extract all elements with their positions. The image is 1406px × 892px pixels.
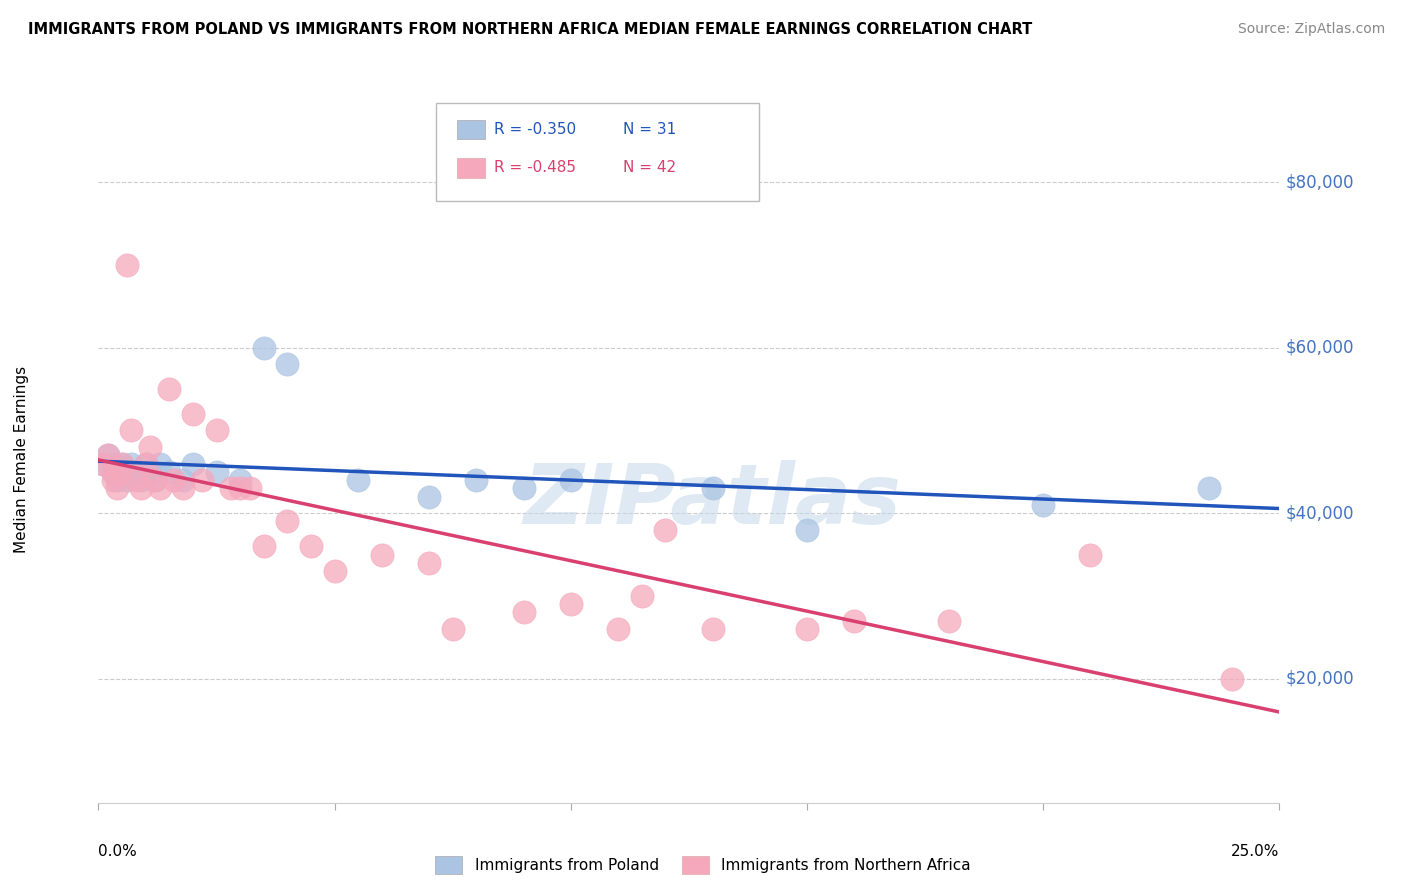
Text: Median Female Earnings: Median Female Earnings bbox=[14, 366, 30, 553]
Point bbox=[135, 457, 157, 471]
Point bbox=[219, 481, 242, 495]
Point bbox=[205, 424, 228, 438]
Point bbox=[181, 407, 204, 421]
Point bbox=[229, 473, 252, 487]
Point bbox=[1080, 548, 1102, 562]
Point bbox=[1198, 481, 1220, 495]
Point bbox=[253, 539, 276, 553]
Point bbox=[1220, 672, 1243, 686]
Point bbox=[702, 622, 724, 636]
Point bbox=[172, 481, 194, 495]
Point bbox=[101, 457, 124, 471]
Point bbox=[191, 473, 214, 487]
Text: 25.0%: 25.0% bbox=[1232, 844, 1279, 859]
Point bbox=[121, 424, 143, 438]
Point bbox=[91, 457, 114, 471]
Point bbox=[323, 564, 346, 578]
Point bbox=[97, 448, 120, 462]
Point bbox=[101, 465, 124, 479]
Point bbox=[111, 465, 134, 479]
Point bbox=[172, 473, 194, 487]
Point bbox=[149, 481, 172, 495]
Text: $60,000: $60,000 bbox=[1285, 339, 1354, 357]
Point bbox=[111, 457, 134, 471]
Point bbox=[157, 382, 180, 396]
Point bbox=[347, 473, 370, 487]
Point bbox=[512, 606, 534, 620]
Point bbox=[796, 622, 818, 636]
Point bbox=[796, 523, 818, 537]
Point bbox=[101, 465, 124, 479]
Point bbox=[143, 473, 166, 487]
Point bbox=[125, 473, 148, 487]
Text: IMMIGRANTS FROM POLAND VS IMMIGRANTS FROM NORTHERN AFRICA MEDIAN FEMALE EARNINGS: IMMIGRANTS FROM POLAND VS IMMIGRANTS FRO… bbox=[28, 22, 1032, 37]
Point bbox=[135, 457, 157, 471]
Point bbox=[129, 473, 152, 487]
Point bbox=[418, 556, 440, 570]
Text: R = -0.485: R = -0.485 bbox=[494, 161, 575, 175]
Text: N = 31: N = 31 bbox=[623, 122, 676, 136]
Point bbox=[253, 341, 276, 355]
Point bbox=[125, 465, 148, 479]
Text: $80,000: $80,000 bbox=[1285, 173, 1354, 191]
Point bbox=[654, 523, 676, 537]
Text: $20,000: $20,000 bbox=[1285, 670, 1354, 688]
Text: 0.0%: 0.0% bbox=[98, 844, 138, 859]
Point bbox=[418, 490, 440, 504]
Text: Source: ZipAtlas.com: Source: ZipAtlas.com bbox=[1237, 22, 1385, 37]
Point bbox=[276, 357, 298, 371]
Point bbox=[97, 448, 120, 462]
Point bbox=[91, 457, 114, 471]
Point bbox=[143, 473, 166, 487]
Point bbox=[157, 465, 180, 479]
Point bbox=[149, 457, 172, 471]
Point bbox=[441, 622, 464, 636]
Text: R = -0.350: R = -0.350 bbox=[494, 122, 575, 136]
Point bbox=[299, 539, 322, 553]
Point bbox=[465, 473, 488, 487]
Point bbox=[115, 258, 138, 272]
Point bbox=[105, 473, 128, 487]
Point bbox=[121, 457, 143, 471]
Point bbox=[844, 614, 866, 628]
Point bbox=[105, 481, 128, 495]
Point bbox=[1032, 498, 1054, 512]
Point bbox=[181, 457, 204, 471]
Point bbox=[938, 614, 960, 628]
Point bbox=[115, 473, 138, 487]
Point bbox=[101, 473, 124, 487]
Point bbox=[139, 440, 162, 454]
Point bbox=[371, 548, 394, 562]
Text: N = 42: N = 42 bbox=[623, 161, 676, 175]
Point bbox=[607, 622, 630, 636]
Point bbox=[111, 457, 134, 471]
Point bbox=[139, 465, 162, 479]
Point bbox=[560, 597, 582, 611]
Point bbox=[111, 465, 134, 479]
Legend: Immigrants from Poland, Immigrants from Northern Africa: Immigrants from Poland, Immigrants from … bbox=[429, 850, 977, 880]
Point bbox=[512, 481, 534, 495]
Point bbox=[276, 515, 298, 529]
Point bbox=[129, 481, 152, 495]
Point bbox=[163, 473, 186, 487]
Point bbox=[630, 589, 652, 603]
Point bbox=[239, 481, 262, 495]
Point bbox=[702, 481, 724, 495]
Point bbox=[560, 473, 582, 487]
Text: $40,000: $40,000 bbox=[1285, 504, 1354, 522]
Point bbox=[205, 465, 228, 479]
Point bbox=[229, 481, 252, 495]
Text: ZIPatlas: ZIPatlas bbox=[523, 460, 901, 541]
